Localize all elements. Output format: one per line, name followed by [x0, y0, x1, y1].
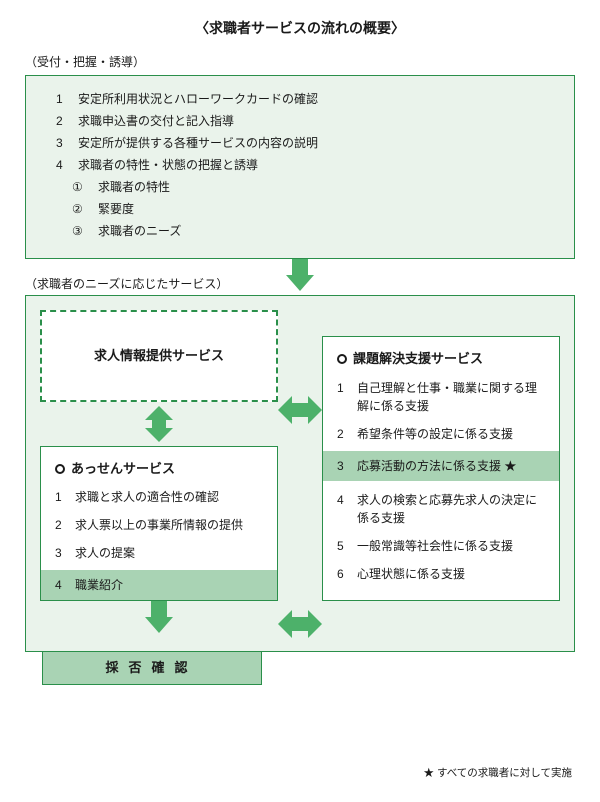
- list-item: 3安定所が提供する各種サービスの内容の説明: [56, 134, 560, 152]
- section2-label: （求職者のニーズに応じたサービス）: [25, 275, 228, 293]
- list-item: 1求職と求人の適合性の確認: [55, 488, 263, 506]
- list-item: 4求職者の特性・状態の把握と誘導: [56, 156, 560, 174]
- list-item: 6心理状態に係る支援: [337, 565, 545, 583]
- list-item: 3応募活動の方法に係る支援 ★: [323, 451, 559, 481]
- list-item: 2求職申込書の交付と記入指導: [56, 112, 560, 130]
- list-item: 1自己理解と仕事・職業に関する理解に係る支援: [337, 379, 545, 415]
- page-title: 〈求職者サービスの流れの概要〉: [25, 18, 575, 39]
- section1-sublist: ①求職者の特性 ②緊要度 ③求職者のニーズ: [40, 178, 560, 240]
- left-column: 求人情報提供サービス あっせんサービス 1求職と求人の適合性の確認 2求人票以上の…: [40, 310, 278, 601]
- biarrow-icon: [278, 610, 322, 638]
- section1-label: （受付・把握・誘導）: [25, 53, 575, 71]
- arrow-down-1: （求職者のニーズに応じたサービス）: [25, 259, 575, 295]
- list-item: ②緊要度: [72, 200, 560, 218]
- list-item: 2求人票以上の事業所情報の提供: [55, 516, 263, 534]
- section2-box: 求人情報提供サービス あっせんサービス 1求職と求人の適合性の確認 2求人票以上の…: [25, 295, 575, 652]
- problem-solving-title: 課題解決支援サービス: [337, 349, 545, 369]
- list-item: 3求人の提案: [55, 544, 263, 562]
- list-item: 4職業紹介: [41, 570, 277, 600]
- list-item: 5一般常識等社会性に係る支援: [337, 537, 545, 555]
- section1-box: 1安定所利用状況とハローワークカードの確認 2求職申込書の交付と記入指導 3安定所が…: [25, 75, 575, 259]
- biarrow-icon: [278, 396, 322, 424]
- list-item: ③求職者のニーズ: [72, 222, 560, 240]
- right-column: 課題解決支援サービス 1自己理解と仕事・職業に関する理解に係る支援 2希望条件等の…: [322, 310, 560, 601]
- section1-list: 1安定所利用状況とハローワークカードの確認 2求職申込書の交付と記入指導 3安定所が…: [40, 90, 560, 174]
- footnote: ★ すべての求職者に対して実施: [424, 766, 572, 782]
- problem-solving-list: 1自己理解と仕事・職業に関する理解に係る支援2希望条件等の設定に係る支援3応募活…: [337, 379, 545, 583]
- info-service-card: 求人情報提供サービス: [40, 310, 278, 402]
- placement-service-list: 1求職と求人の適合性の確認2求人票以上の事業所情報の提供3求人の提案4職業紹介: [55, 488, 263, 600]
- problem-solving-card: 課題解決支援サービス 1自己理解と仕事・職業に関する理解に係る支援 2希望条件等の…: [322, 336, 560, 601]
- list-item: 2希望条件等の設定に係る支援: [337, 425, 545, 443]
- biarrow-vertical-icon: [145, 406, 173, 442]
- placement-service-card: あっせんサービス 1求職と求人の適合性の確認 2求人票以上の事業所情報の提供 3求人…: [40, 446, 278, 602]
- final-box: 採否確認: [42, 651, 262, 685]
- list-item: 4求人の検索と応募先求人の決定に係る支援: [337, 491, 545, 527]
- arrow-down-2: [40, 601, 278, 637]
- info-service-title: 求人情報提供サービス: [94, 348, 224, 363]
- placement-service-title: あっせんサービス: [55, 459, 263, 479]
- list-item: ①求職者の特性: [72, 178, 560, 196]
- list-item: 1安定所利用状況とハローワークカードの確認: [56, 90, 560, 108]
